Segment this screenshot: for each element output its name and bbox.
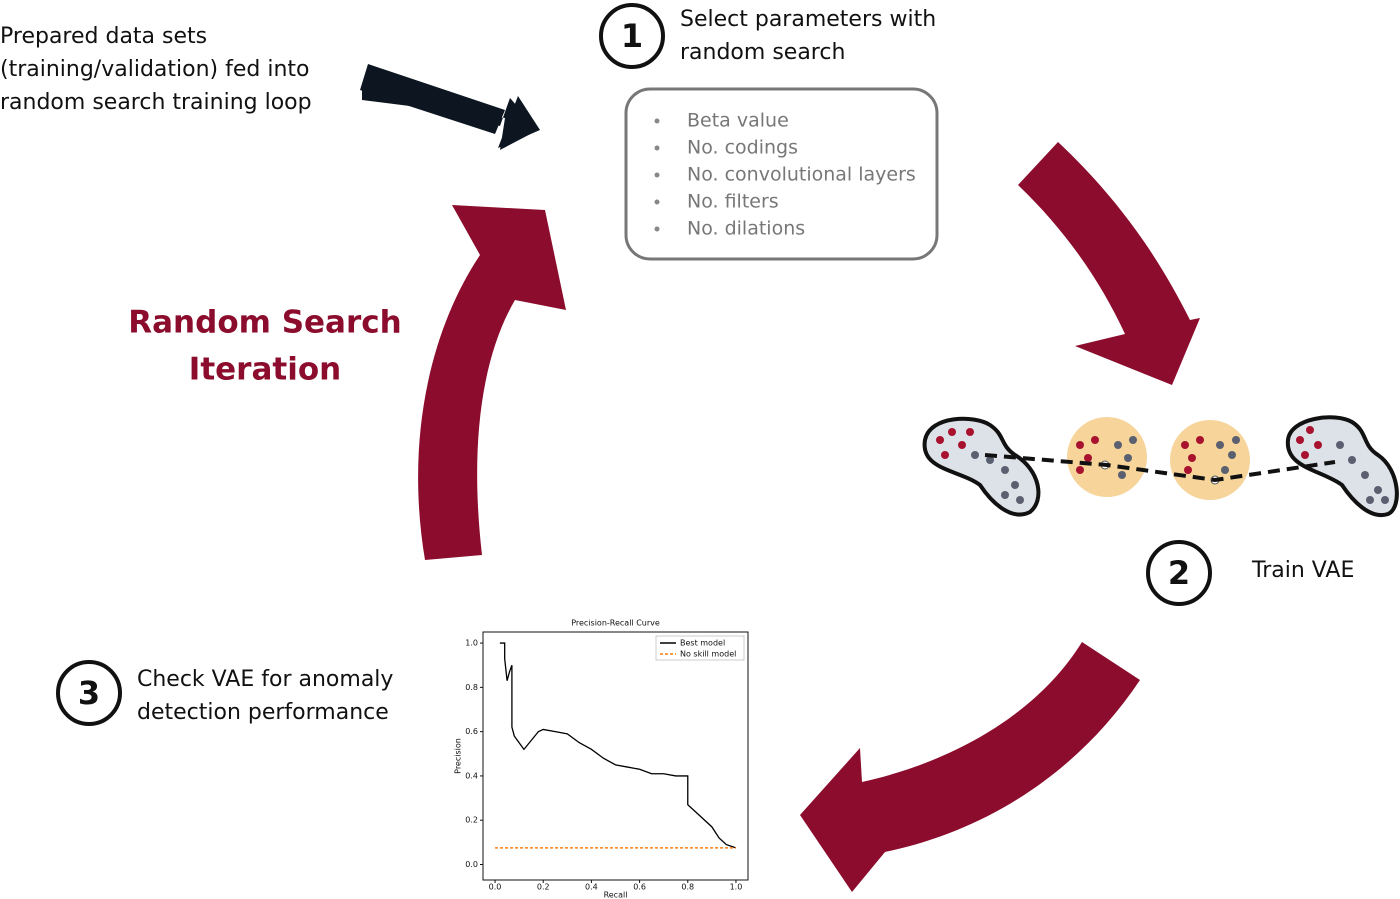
plot-area — [482, 631, 749, 881]
bullet — [654, 145, 660, 151]
loop-arrow-right — [1018, 142, 1200, 385]
dot — [1084, 454, 1092, 462]
x-tick-label: 0.6 — [633, 883, 646, 892]
parameter: Beta value — [687, 110, 789, 132]
y-axis-label: Precision — [454, 738, 463, 774]
step-circle — [56, 660, 122, 726]
x-tick-label: 1.0 — [730, 883, 743, 892]
x-tick-label: 0.4 — [585, 883, 598, 892]
dot — [1184, 466, 1192, 474]
input-shape — [922, 416, 1041, 517]
dot — [1118, 471, 1126, 479]
dot — [1228, 451, 1236, 459]
dot — [1129, 436, 1137, 444]
dot — [1221, 466, 1229, 474]
x-tick-label: 0.0 — [489, 883, 502, 892]
latent-blob — [1067, 417, 1147, 497]
dot — [1216, 441, 1224, 449]
loop-arrow-bottom — [800, 642, 1140, 892]
step-text: detection performance — [137, 700, 389, 725]
step-text: Check VAE for anomaly — [137, 667, 393, 692]
parameter-box — [624, 87, 939, 261]
x-axis-label: Recall — [604, 891, 628, 899]
dot — [1336, 441, 1344, 449]
chart-title: Precision-Recall Curve — [571, 619, 660, 628]
bullet — [654, 172, 660, 178]
loop-arrow-left — [418, 205, 566, 560]
parameter: No. dilations — [687, 218, 805, 240]
dot — [1011, 481, 1019, 489]
input-arrow-head — [498, 96, 540, 148]
dot — [936, 436, 944, 444]
bullet — [654, 199, 660, 205]
dot — [1196, 436, 1204, 444]
step-circle — [599, 3, 665, 69]
bullet — [654, 118, 660, 124]
parameter: No. filters — [687, 191, 779, 213]
y-tick-label: 0.0 — [465, 860, 478, 869]
dot — [1001, 466, 1009, 474]
dot — [948, 428, 956, 436]
x-tick-label: 0.2 — [537, 883, 550, 892]
dot — [1076, 466, 1084, 474]
x-tick-label: 0.8 — [681, 883, 694, 892]
dot — [1188, 454, 1196, 462]
dot — [1114, 441, 1122, 449]
series-line — [499, 642, 737, 849]
loop-label: Iteration — [189, 352, 341, 388]
legend-label: Best model — [680, 639, 725, 648]
y-tick-label: 0.4 — [465, 771, 478, 780]
parameter: No. codings — [687, 137, 798, 159]
step-number: 1 — [621, 17, 643, 55]
dot — [1348, 456, 1356, 464]
step-text: Select parameters with — [680, 7, 936, 32]
legend-box — [655, 635, 745, 661]
dot — [1181, 441, 1189, 449]
bullet — [654, 226, 660, 232]
vae-illustration — [922, 415, 1399, 518]
y-tick-label: 0.8 — [465, 683, 478, 692]
dot — [1232, 436, 1240, 444]
input-arrow-body — [360, 64, 505, 134]
dot — [1361, 471, 1369, 479]
dot — [1301, 451, 1309, 459]
dot — [1001, 491, 1009, 499]
parameter: No. convolutional layers — [687, 164, 916, 186]
step-number: 2 — [1168, 554, 1190, 592]
dot — [958, 441, 966, 449]
dot — [1016, 496, 1024, 504]
dot — [986, 456, 994, 464]
dot — [1091, 436, 1099, 444]
step-circle — [1146, 540, 1212, 606]
y-tick-label: 0.2 — [465, 816, 478, 825]
y-tick-label: 0.6 — [465, 727, 478, 736]
dot — [1296, 436, 1304, 444]
legend-label: No skill model — [680, 650, 736, 659]
dot — [1366, 496, 1374, 504]
dot — [1306, 426, 1314, 434]
latent-blob — [1170, 420, 1250, 500]
intro-line: (training/validation) fed into — [0, 57, 310, 82]
step-text: Train VAE — [1251, 558, 1354, 583]
intro-line: Prepared data sets — [0, 24, 207, 49]
step-number: 3 — [78, 674, 100, 712]
dot — [1314, 441, 1322, 449]
dot — [966, 428, 974, 436]
dot — [1381, 496, 1389, 504]
dot — [1124, 454, 1132, 462]
dot — [1076, 441, 1084, 449]
dot — [1374, 486, 1382, 494]
y-tick-label: 1.0 — [465, 639, 478, 648]
output-shape — [1285, 415, 1399, 518]
step-text: random search — [680, 40, 845, 65]
dot — [971, 451, 979, 459]
intro-line: random search training loop — [0, 90, 312, 115]
loop-label: Random Search — [128, 305, 401, 341]
dot — [941, 451, 949, 459]
path-arrow — [984, 453, 1336, 483]
